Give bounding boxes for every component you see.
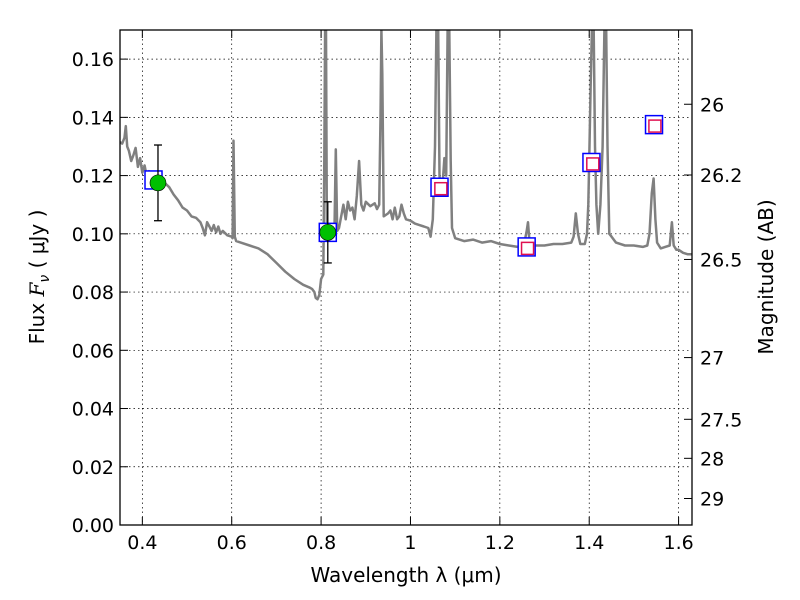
model-photometry-point <box>582 152 601 173</box>
y-axis-label-symbol: F <box>25 281 49 297</box>
plot-frame <box>119 29 693 526</box>
plot-series <box>120 30 692 301</box>
y-axis-label-suffix: ( μJy ) <box>25 210 49 275</box>
y-tick-label: 0.08 <box>72 282 114 304</box>
x-tick-label: 0.4 <box>127 532 157 554</box>
y-axis-label-subscript: ν <box>37 275 53 283</box>
y2-tick-label: 27 <box>700 348 724 370</box>
grid-lines <box>120 30 692 525</box>
detection-point <box>319 224 337 241</box>
y-tick-label: 0.06 <box>72 340 114 362</box>
model-photometry-point <box>644 114 664 135</box>
y2-tick-label: 28 <box>700 448 724 470</box>
y-axis-label-prefix: Flux <box>25 296 49 344</box>
y-tick-label: 0.02 <box>72 457 114 479</box>
y2-tick-label: 27.5 <box>700 409 742 431</box>
y-tick-label: 0.16 <box>72 49 114 71</box>
y2-tick-label: 29 <box>700 489 724 511</box>
y-tick-label: 0.14 <box>72 107 114 129</box>
upper-limit-point <box>520 241 535 256</box>
x-axis-label: Wavelength λ (μm) <box>310 563 501 587</box>
y-tick-label: 0.10 <box>72 224 114 246</box>
axis-ticks: 0.4 0.6 0.8 1 1.2 1.4 1.6 0.00 0.02 0.04 0.06 0.08 0… <box>72 30 742 554</box>
detection-point <box>149 174 167 192</box>
plot-area <box>120 30 692 301</box>
x-tick-label: 1.6 <box>663 532 693 554</box>
y-tick-label: 0.04 <box>72 399 114 421</box>
model-photometry-point <box>430 177 449 197</box>
upper-limit-point <box>648 119 662 133</box>
y-tick-label: 0.12 <box>72 166 114 188</box>
y2-tick-label: 26.2 <box>700 165 742 187</box>
x-tick-label: 1.4 <box>574 532 604 554</box>
y-tick-label: 0.00 <box>72 515 114 537</box>
x-tick-label: 1.2 <box>485 532 515 554</box>
upper-limit-point <box>434 181 448 196</box>
y-axis-label: Flux Fν ( μJy ) <box>25 210 53 345</box>
model-photometry-point <box>517 237 536 257</box>
upper-limit-point <box>586 157 600 171</box>
model-spectrum-line <box>120 30 692 301</box>
x-tick-label: 1 <box>404 532 416 554</box>
y2-tick-label: 26 <box>700 94 724 116</box>
y2-axis-label: Magnitude (AB) <box>754 199 778 354</box>
x-tick-label: 0.8 <box>306 532 336 554</box>
y2-tick-label: 26.5 <box>700 249 742 271</box>
x-tick-label: 0.6 <box>217 532 247 554</box>
